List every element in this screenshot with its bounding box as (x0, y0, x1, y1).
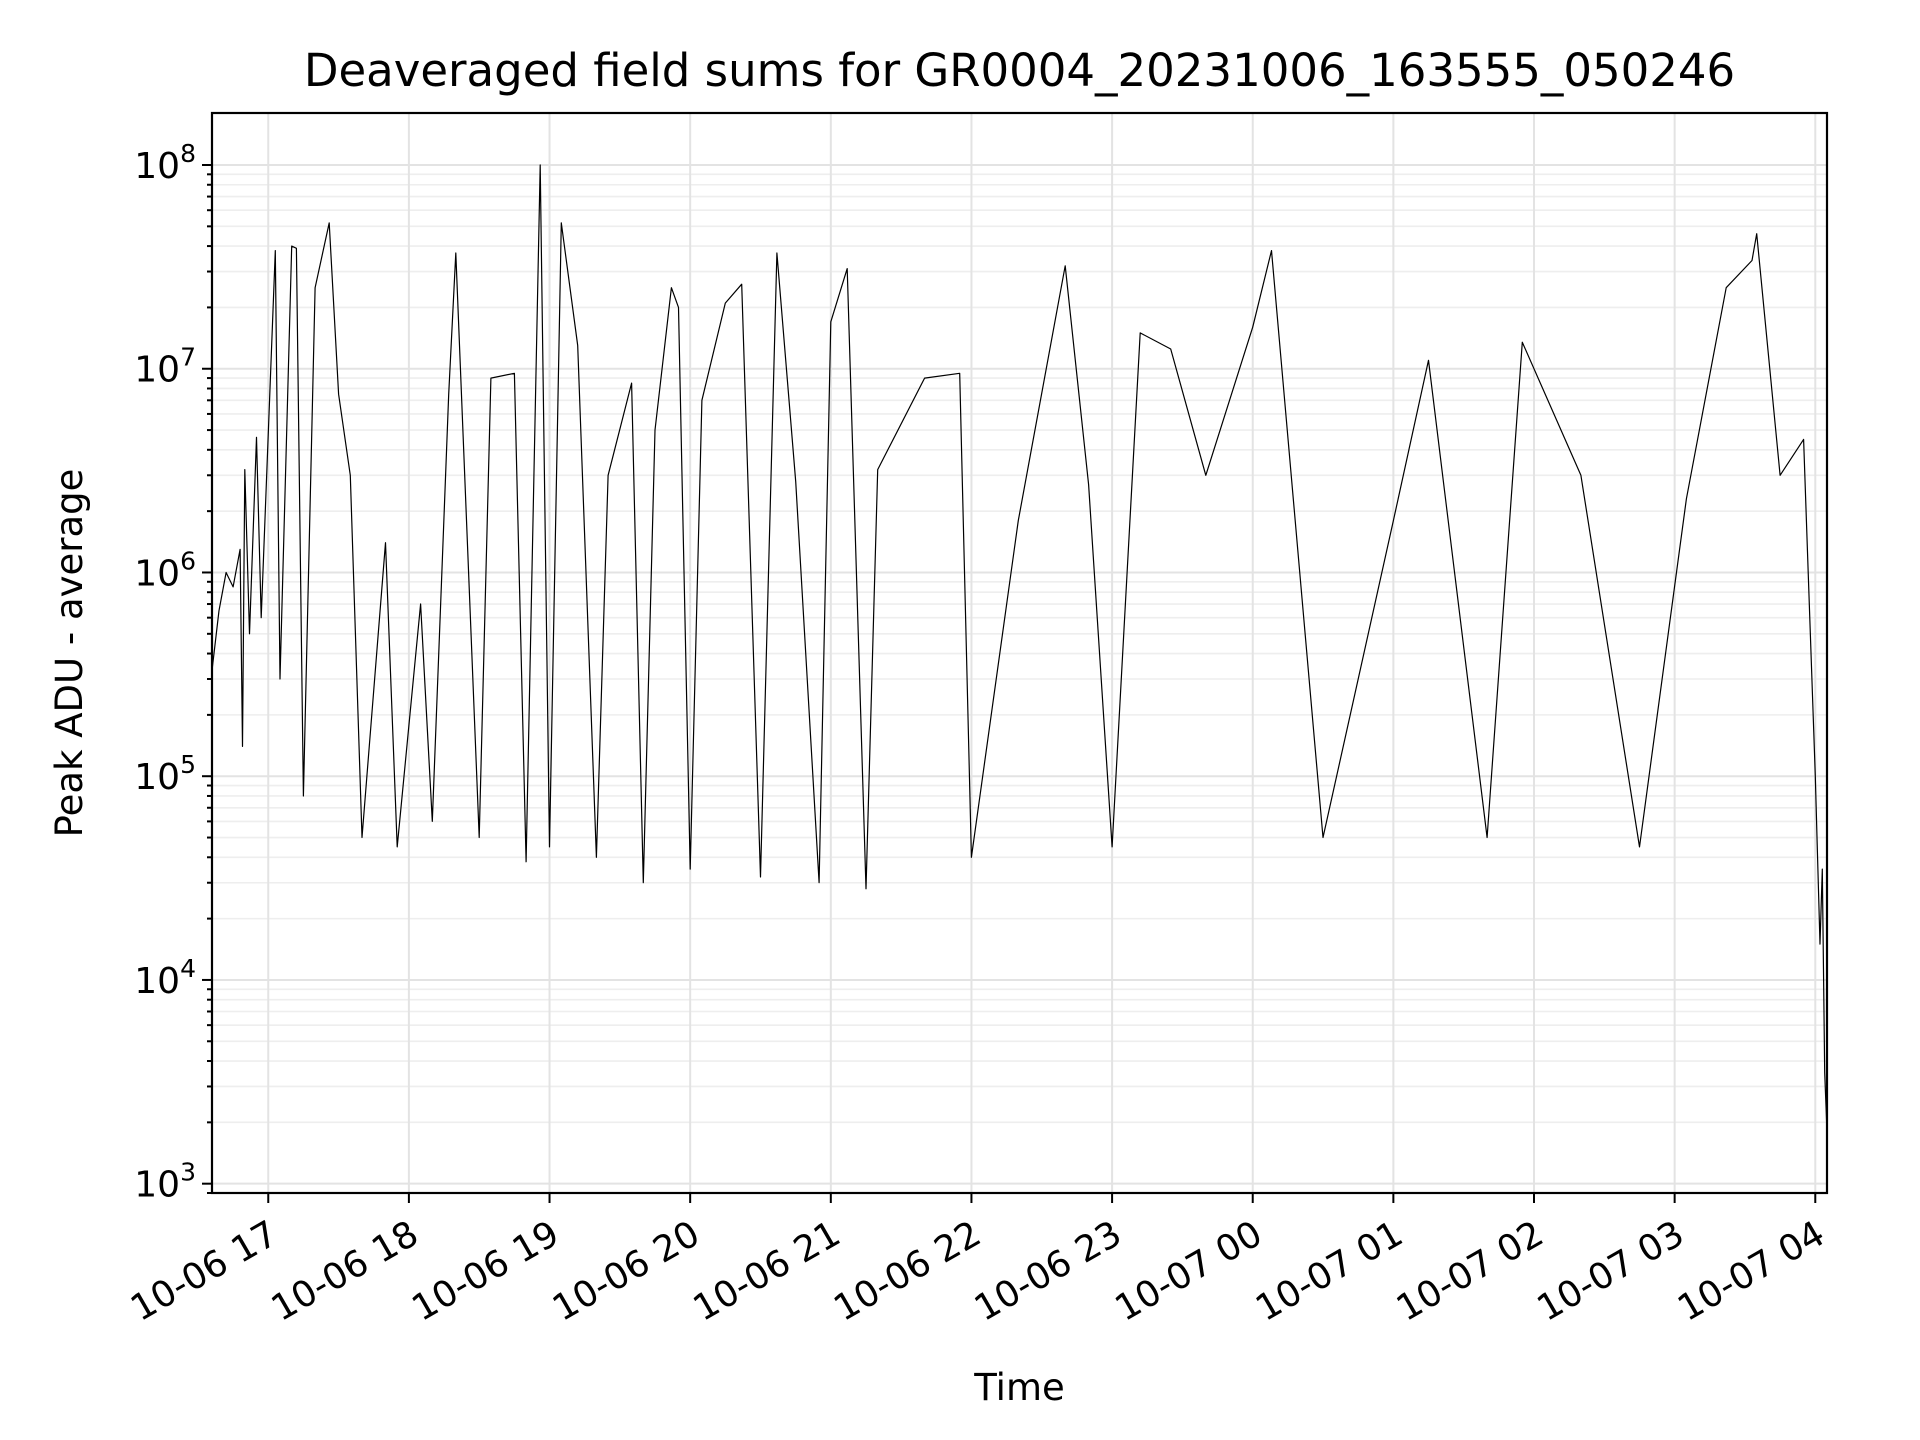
y-tick-label: 103 (134, 1158, 196, 1206)
y-tick-label: 108 (134, 139, 196, 187)
y-axis-label: Peak ADU - average (48, 469, 91, 838)
series-layer (211, 164, 1828, 1132)
plot-frame (210, 111, 1829, 1195)
chart-title: Deaveraged field sums for GR0004_2023100… (304, 44, 1735, 97)
y-tick-label: 105 (134, 750, 196, 798)
y-tick-label: 107 (134, 343, 196, 391)
x-axis-label: Time (973, 1366, 1065, 1409)
grid-layer (212, 113, 1827, 1194)
y-tick-label: 106 (134, 546, 196, 594)
y-tick-label: 104 (134, 954, 196, 1002)
data-series-line (211, 164, 1828, 1132)
